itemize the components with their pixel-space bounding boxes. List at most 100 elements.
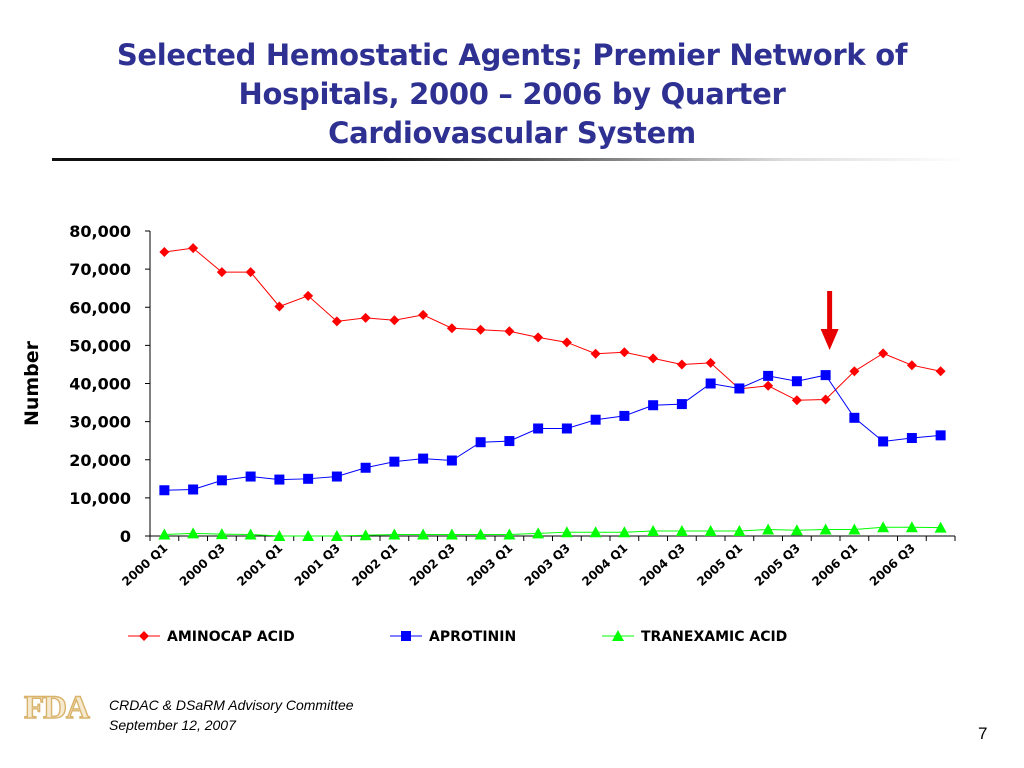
series-line (164, 374, 941, 491)
data-point (330, 530, 343, 541)
data-point (763, 380, 774, 391)
data-point (791, 376, 802, 387)
title-line-2: Hospitals, 2000 – 2006 by Quarter (238, 77, 786, 111)
y-tick-label: 60,000 (69, 298, 131, 317)
data-point (159, 246, 170, 257)
legend-label: APROTININ (429, 629, 516, 645)
legend-marker (612, 630, 624, 641)
data-point (762, 523, 775, 535)
data-point (848, 523, 861, 535)
title-line-3: Cardiovascular System (328, 116, 696, 150)
x-tick-label: 2003 Q3 (522, 541, 573, 589)
data-point (790, 524, 803, 536)
data-point (648, 400, 659, 411)
data-point (504, 326, 515, 337)
data-point (360, 312, 371, 323)
data-point (418, 309, 429, 320)
x-tick-label: 2002 Q3 (407, 541, 458, 589)
x-tick-label: 2000 Q3 (177, 541, 228, 589)
data-point (819, 523, 832, 535)
data-point (245, 267, 256, 278)
data-point (533, 423, 544, 434)
data-point (849, 412, 860, 423)
data-point (705, 378, 716, 389)
data-point (619, 347, 630, 358)
data-point (820, 370, 831, 381)
annotation-arrow-head (820, 329, 839, 350)
fda-logo-text: FDA (24, 690, 90, 725)
data-point (676, 359, 687, 370)
x-tick-label: 2006 Q3 (867, 541, 918, 589)
data-point (274, 474, 285, 485)
x-tick-label: 2004 Q1 (579, 541, 630, 589)
data-point (560, 526, 573, 538)
data-point (820, 394, 831, 405)
data-point (445, 528, 458, 540)
data-point (533, 332, 544, 343)
data-point (216, 267, 227, 278)
title-divider (52, 158, 968, 161)
data-point (418, 453, 429, 464)
data-point (906, 433, 917, 444)
y-tick-label: 50,000 (69, 336, 131, 355)
data-point (474, 528, 487, 540)
data-point (475, 324, 486, 335)
data-point (273, 530, 286, 541)
data-point (905, 521, 918, 533)
data-point (389, 315, 400, 326)
y-tick-label: 0 (120, 527, 131, 546)
x-tick-label: 2003 Q1 (464, 541, 515, 589)
data-point (561, 337, 572, 348)
series-line (164, 247, 941, 401)
data-point (446, 455, 457, 466)
data-point (878, 348, 889, 359)
y-tick-label: 40,000 (69, 375, 131, 394)
footer-date: September 12, 2007 (109, 717, 236, 733)
x-tick-label: 2005 Q3 (752, 541, 803, 589)
data-point (188, 243, 199, 254)
data-point (849, 366, 860, 377)
data-point (359, 529, 372, 541)
data-point (618, 526, 631, 538)
data-point (215, 528, 228, 540)
y-tick-label: 20,000 (69, 451, 131, 470)
x-tick-label: 2005 Q1 (694, 541, 745, 589)
data-point (590, 348, 601, 359)
data-point (388, 528, 401, 540)
data-point (245, 471, 256, 482)
data-point (303, 290, 314, 301)
title-line-1: Selected Hemostatic Agents; Premier Netw… (116, 38, 908, 72)
data-point (503, 528, 516, 540)
x-tick-label: 2004 Q3 (637, 541, 688, 589)
legend-marker (139, 631, 149, 641)
data-point (791, 395, 802, 406)
data-point (158, 528, 171, 540)
data-point (159, 485, 170, 496)
x-tick-label: 2006 Q1 (809, 541, 860, 589)
footer-committee: CRDAC & DSaRM Advisory Committee (109, 697, 354, 713)
data-point (561, 423, 572, 434)
data-point (763, 370, 774, 381)
data-point (705, 357, 716, 368)
x-tick-label: 2000 Q1 (119, 541, 170, 589)
data-point (216, 475, 227, 486)
data-point (935, 366, 946, 377)
data-point (589, 526, 602, 538)
data-point (187, 527, 200, 539)
data-point (877, 521, 890, 533)
data-point (446, 323, 457, 334)
data-point (417, 528, 430, 540)
series-line (164, 526, 941, 537)
data-point (274, 301, 285, 312)
fda-logo: FDA (23, 689, 91, 725)
legend-marker (401, 631, 411, 641)
data-point (389, 456, 400, 467)
data-point (331, 316, 342, 327)
data-point (475, 437, 486, 448)
data-point (934, 521, 947, 533)
data-point (331, 471, 342, 482)
data-point (590, 414, 601, 425)
page-number: 7 (978, 724, 988, 743)
data-point (906, 360, 917, 371)
legend-label: AMINOCAP ACID (167, 629, 295, 645)
